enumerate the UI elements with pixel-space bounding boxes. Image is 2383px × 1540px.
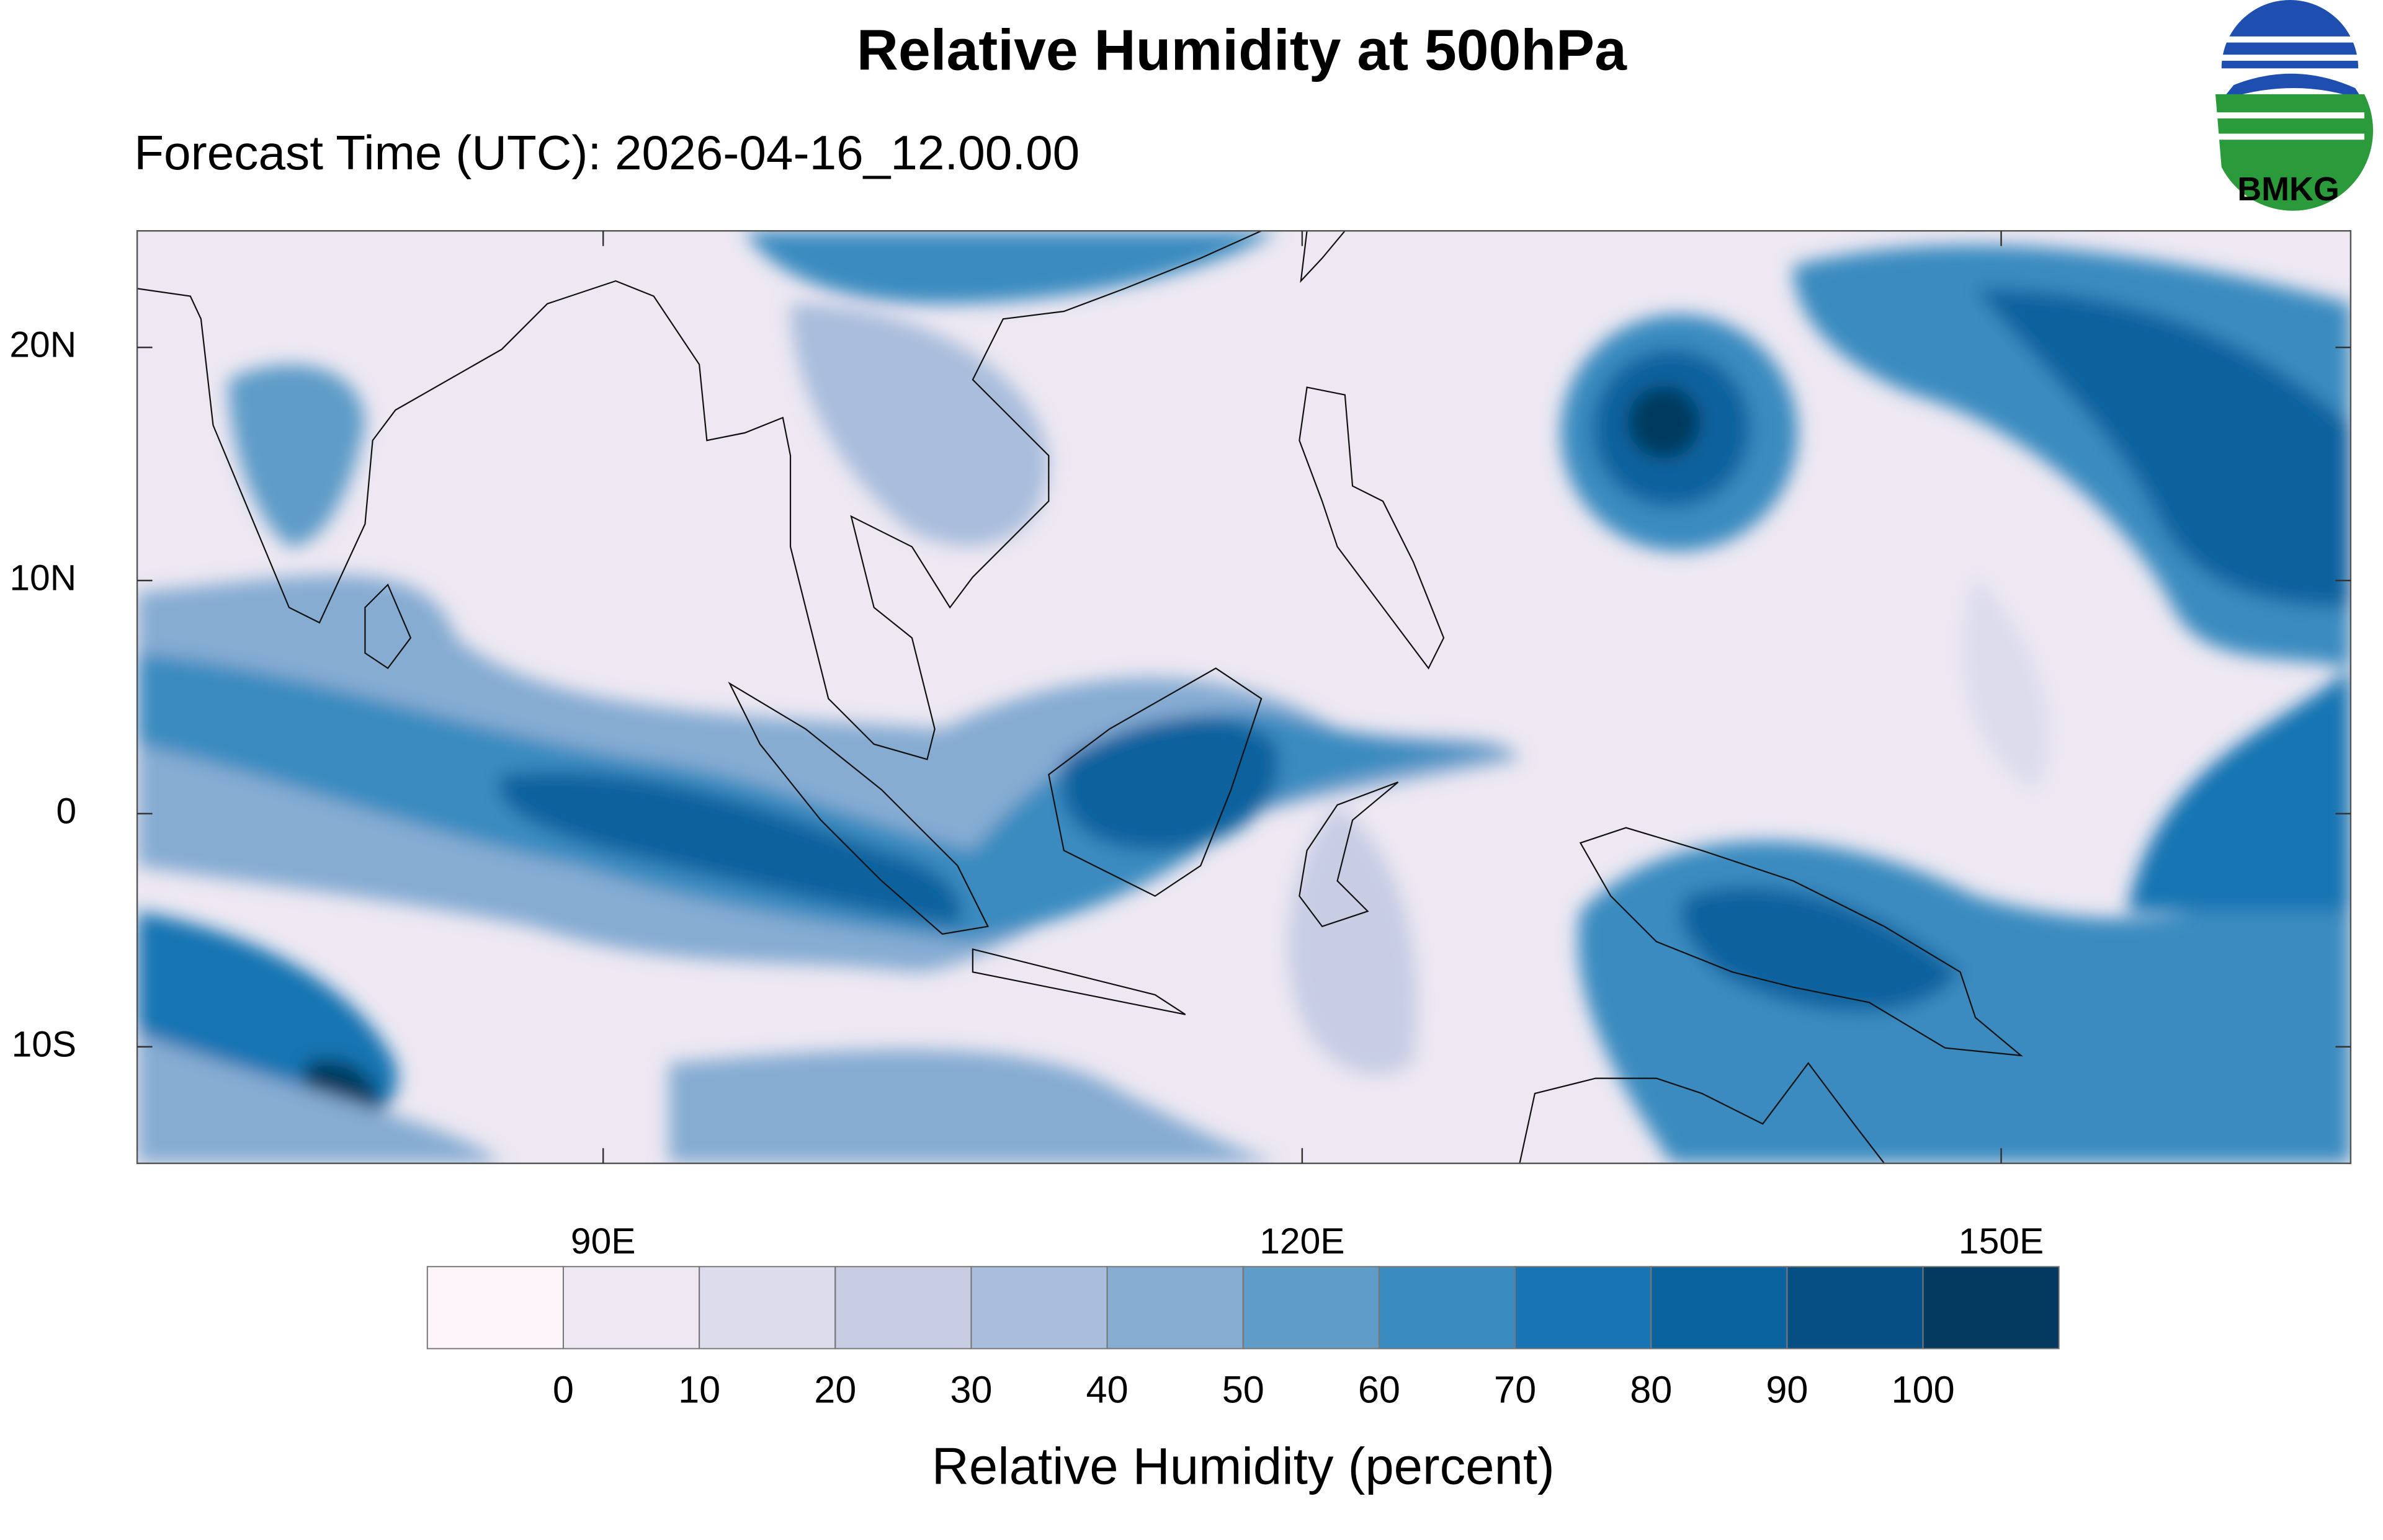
colorbar-label: 100 bbox=[1891, 1369, 1954, 1411]
colorbar-swatch bbox=[699, 1266, 836, 1350]
map: 20N 10N 0 10S 90E 120E 150E bbox=[9, 229, 2352, 1262]
colorbar-label: 60 bbox=[1358, 1369, 1400, 1411]
colorbar-label: 0 bbox=[553, 1369, 574, 1411]
colorbar-label: 20 bbox=[814, 1369, 856, 1411]
colorbar-swatch bbox=[834, 1266, 972, 1350]
logo: BMKG bbox=[2215, 0, 2374, 211]
colorbar-swatch bbox=[1922, 1266, 2060, 1350]
subtitle: Forecast Time (UTC): 2026-04-16_12.00.00 bbox=[134, 125, 1080, 180]
colorbar-swatch bbox=[1106, 1266, 1244, 1350]
colorbar-label: 30 bbox=[950, 1369, 992, 1411]
humidity-field bbox=[137, 231, 2351, 1164]
colorbar-swatch bbox=[1786, 1266, 1924, 1350]
colorbar-swatch bbox=[426, 1266, 564, 1350]
lon-tick-label: 120E bbox=[1259, 1221, 1344, 1262]
colorbar-swatch bbox=[1514, 1266, 1652, 1350]
colorbar-title: Relative Humidity (percent) bbox=[932, 1437, 1555, 1495]
lat-tick-label: 0 bbox=[56, 791, 76, 831]
colorbar-swatch bbox=[970, 1266, 1108, 1350]
colorbar-label: 90 bbox=[1766, 1369, 1808, 1411]
lon-tick-label: 90E bbox=[571, 1221, 636, 1262]
title: Relative Humidity at 500hPa bbox=[857, 18, 1627, 82]
colorbar-label: 80 bbox=[1630, 1369, 1672, 1411]
colorbar-swatch bbox=[562, 1266, 700, 1350]
colorbar-label: 70 bbox=[1494, 1369, 1536, 1411]
lon-tick-label: 150E bbox=[1959, 1221, 2044, 1262]
colorbar-swatch bbox=[1242, 1266, 1380, 1350]
lat-tick-label: 20N bbox=[9, 325, 76, 365]
colorbar-label: 50 bbox=[1222, 1369, 1264, 1411]
lat-tick-label: 10S bbox=[12, 1024, 77, 1064]
logo-text: BMKG bbox=[2237, 171, 2340, 208]
colorbar: 0 10 20 30 40 50 60 70 80 90 100 bbox=[426, 1266, 2060, 1411]
colorbar-label: 10 bbox=[678, 1369, 720, 1411]
colorbar-label: 40 bbox=[1086, 1369, 1129, 1411]
coastlines bbox=[137, 231, 2023, 1164]
map-frame bbox=[136, 229, 2352, 1164]
colorbar-swatch bbox=[1650, 1266, 1788, 1350]
lat-tick-label: 10N bbox=[9, 558, 76, 599]
colorbar-swatch bbox=[1378, 1266, 1516, 1350]
